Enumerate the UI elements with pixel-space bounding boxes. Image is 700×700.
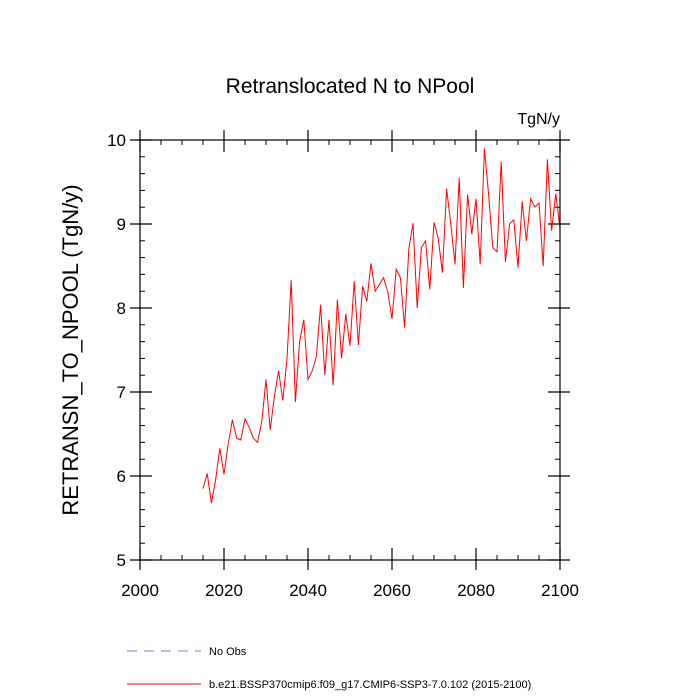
chart-canvas: Retranslocated N to NPool TgN/y RETRANSN… xyxy=(0,0,700,700)
y-tick-label: 8 xyxy=(117,299,126,318)
y-tick-label: 9 xyxy=(117,215,126,234)
y-tick-label: 5 xyxy=(117,551,126,570)
x-tick-label: 2000 xyxy=(121,581,159,600)
series-line-0 xyxy=(203,148,560,502)
units-label: TgN/y xyxy=(517,111,560,128)
y-axis-label: RETRANSN_TO_NPOOL (TgN/y) xyxy=(58,184,83,515)
x-tick-label: 2100 xyxy=(541,581,579,600)
x-tick-label: 2080 xyxy=(457,581,495,600)
plot-frame xyxy=(140,140,560,560)
y-tick-label: 10 xyxy=(107,131,126,150)
y-tick-label: 6 xyxy=(117,467,126,486)
chart-title: Retranslocated N to NPool xyxy=(226,75,475,98)
plot-area: 2000 2020 2040 2060 2080 2100 5 6 7 8 9 10 xyxy=(107,130,579,600)
y-tick-label: 7 xyxy=(117,383,126,402)
x-tick-label: 2020 xyxy=(205,581,243,600)
legend: No Obs b.e21.BSSP370cmip6.f09_g17.CMIP6-S… xyxy=(127,646,531,691)
x-tick-label: 2060 xyxy=(373,581,411,600)
x-tick-label: 2040 xyxy=(289,581,327,600)
legend-label-0: No Obs xyxy=(209,646,247,658)
legend-label-1: b.e21.BSSP370cmip6.f09_g17.CMIP6-SSP3-7.… xyxy=(209,679,531,691)
